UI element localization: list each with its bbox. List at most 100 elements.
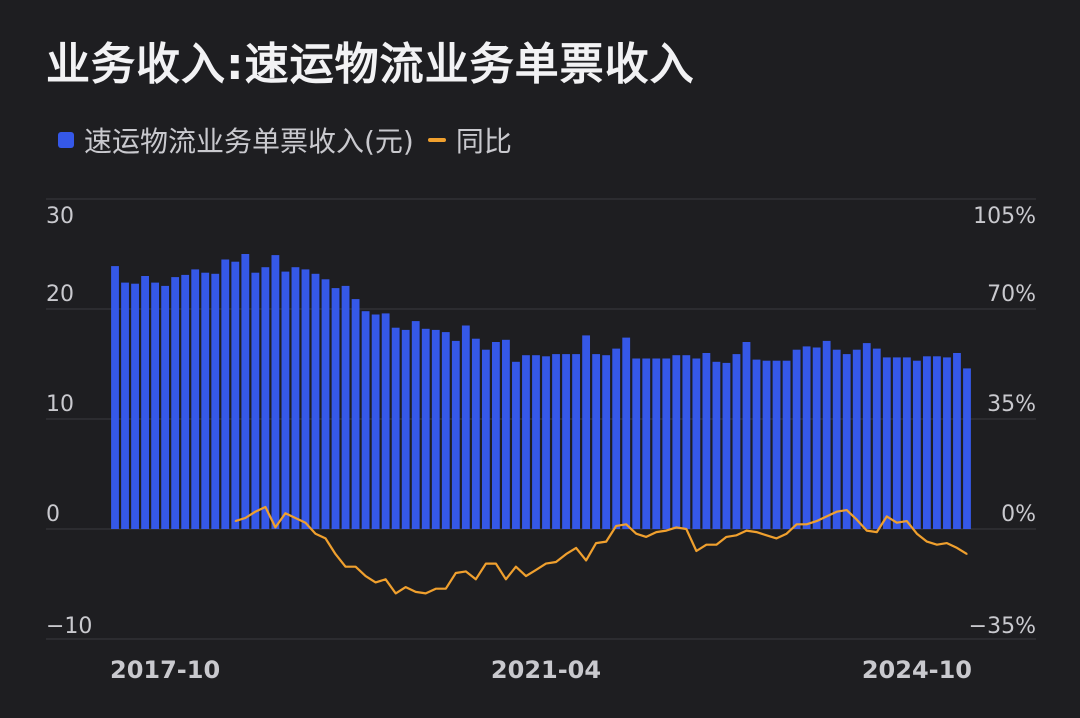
bar: [361, 311, 370, 529]
yoy-point: [665, 529, 667, 532]
bar: [832, 349, 841, 529]
yoy-point: [294, 517, 297, 519]
yoy-point: [385, 578, 387, 580]
yoy-point: [304, 522, 307, 524]
yoy-point: [695, 550, 697, 552]
yoy-point: [655, 531, 657, 533]
yoy-point: [354, 566, 357, 568]
bar: [572, 354, 580, 529]
yoy-point: [916, 533, 918, 535]
bar: [391, 327, 400, 529]
yoy-point: [585, 559, 587, 562]
bar: [652, 358, 661, 529]
yoy-point: [475, 578, 477, 580]
bar: [862, 343, 871, 529]
yoy-point: [334, 553, 337, 555]
legend-item-yoy[interactable]: 同比: [427, 120, 512, 160]
legend-label-revenue: 速运物流业务单票收入(元): [84, 125, 414, 158]
bar: [502, 339, 510, 529]
yoy-point: [615, 525, 617, 527]
bar: [922, 356, 931, 529]
yoy-point: [314, 533, 317, 535]
yoy-point: [324, 537, 327, 540]
bar: [872, 348, 881, 529]
y-right-tick-label: 35%: [987, 392, 1036, 417]
x-tick-label: 2024-10: [862, 656, 972, 684]
yoy-point: [375, 581, 377, 584]
bar: [231, 261, 240, 529]
bar: [141, 276, 149, 529]
legend-swatch-bar: [58, 132, 74, 148]
yoy-point: [244, 517, 246, 519]
bar: [802, 346, 811, 529]
yoy-point: [926, 540, 928, 543]
bar: [311, 273, 320, 529]
bar: [221, 259, 230, 529]
yoy-point: [735, 534, 738, 536]
bar: [602, 355, 611, 529]
yoy-point: [946, 542, 948, 544]
yoy-point: [765, 534, 768, 536]
bar: [692, 358, 701, 529]
yoy-point: [645, 536, 647, 538]
yoy-point: [675, 526, 677, 529]
y-right-tick-label: 70%: [987, 282, 1036, 307]
bar: [351, 299, 360, 529]
x-tick-label: 2021-04: [491, 656, 601, 684]
yoy-point: [886, 515, 888, 518]
bar: [411, 321, 420, 529]
yoy-point: [455, 572, 457, 574]
yoy-point: [575, 547, 577, 549]
bar: [381, 313, 390, 529]
bar: [632, 358, 641, 529]
bar: [151, 282, 160, 529]
yoy-point: [515, 566, 517, 568]
bar: [882, 357, 891, 529]
bar: [131, 283, 139, 529]
yoy-point: [846, 509, 848, 511]
yoy-line: [234, 505, 968, 595]
bar: [111, 266, 119, 529]
yoy-point: [395, 592, 397, 595]
bar: [301, 269, 310, 529]
yoy-point: [415, 591, 417, 593]
bar: [261, 267, 270, 529]
bar: [792, 349, 801, 529]
bar: [181, 274, 190, 529]
bar: [321, 279, 330, 529]
yoy-point: [605, 540, 607, 543]
yoy-point: [344, 566, 347, 568]
yoy-point: [866, 529, 868, 532]
yoy-point: [936, 544, 938, 546]
yoy-point: [445, 588, 447, 590]
bar: [481, 349, 490, 529]
yoy-point: [906, 520, 908, 522]
bar: [902, 357, 911, 529]
bar: [552, 354, 560, 529]
bar: [281, 271, 290, 529]
bar: [852, 349, 861, 529]
bar: [431, 329, 440, 529]
yoy-point: [535, 569, 537, 571]
legend: 速运物流业务单票收入(元) 同比: [58, 120, 512, 160]
bar: [421, 328, 430, 529]
yoy-point: [745, 529, 748, 532]
yoy-point: [485, 562, 487, 565]
yoy-point: [405, 586, 407, 588]
bar: [772, 360, 781, 529]
bar: [171, 277, 180, 529]
yoy-point: [525, 575, 527, 577]
bar: [933, 356, 941, 529]
yoy-point: [264, 506, 266, 508]
bar: [732, 354, 741, 529]
yoy-point: [545, 562, 547, 565]
bar: [943, 357, 951, 529]
bar: [441, 332, 450, 529]
legend-item-revenue[interactable]: 速运物流业务单票收入(元): [58, 120, 414, 160]
bar: [271, 255, 280, 529]
yoy-point: [836, 511, 838, 513]
bar: [161, 285, 170, 529]
bar: [592, 354, 601, 529]
bar: [201, 272, 210, 529]
